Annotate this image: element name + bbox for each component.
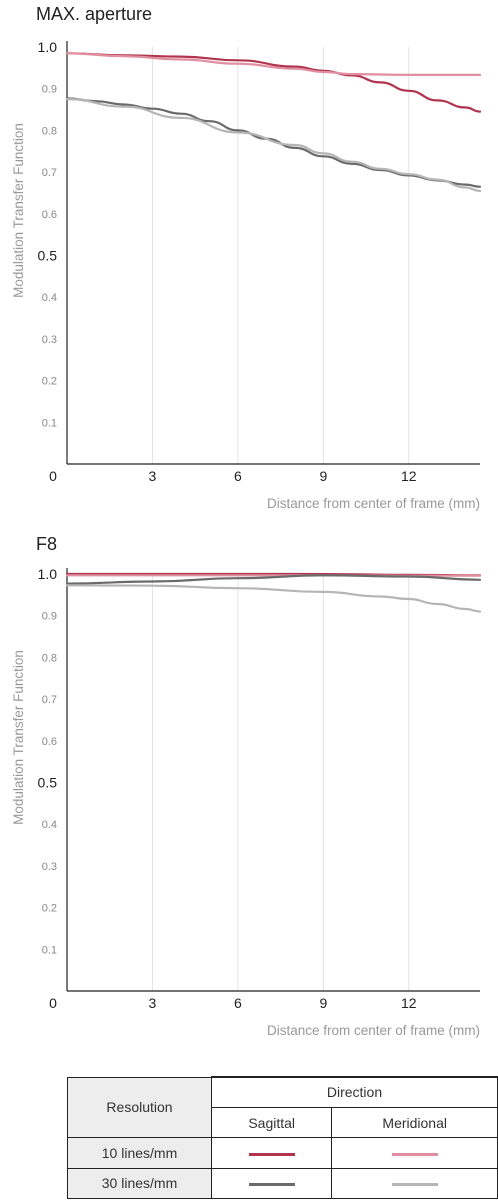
y-tick-label: 0.9 [42, 611, 57, 623]
x-tick-label: 3 [149, 468, 157, 484]
legend-resolution-header: Resolution [67, 1076, 212, 1139]
y-tick-label: 0.8 [42, 652, 57, 664]
y-axis-label: Modulation Transfer Function [11, 650, 26, 825]
y-tick-label: 0.7 [42, 167, 57, 179]
y-tick-label: 0.6 [42, 736, 57, 748]
y-tick-label: 0.2 [42, 376, 57, 388]
swatch-mer-10 [391, 1152, 438, 1156]
x-tick-label: 6 [234, 995, 242, 1011]
series-line-1 [65, 52, 482, 76]
y-tick-label: 1.0 [38, 39, 58, 55]
series-line-0 [65, 52, 482, 113]
legend-direction-header: Direction [211, 1075, 498, 1108]
series-line-3 [65, 584, 482, 613]
swatch-sag-10 [248, 1152, 295, 1156]
mtf-chart-f8: 1.0 0.9 0.8 0.7 0.6 0.5 0.4 0.3 0.2 0.1 0 3 6 9 12 Dist… [11, 566, 482, 1038]
legend-row-10: 10 lines/mm [67, 1137, 498, 1169]
x-axis-label: Distance from center of frame (mm) [267, 1023, 480, 1038]
y-tick-label: 0.7 [42, 694, 57, 706]
x-tick-label: 9 [319, 468, 327, 484]
x-tick-label: 0 [49, 468, 57, 484]
legend-row-10-label: 10 lines/mm [67, 1137, 212, 1169]
swatch-mer-30 [391, 1183, 438, 1187]
legend-row-30-label: 30 lines/mm [67, 1167, 212, 1200]
y-tick-label: 0.2 [42, 903, 57, 915]
y-tick-label: 0.8 [42, 125, 57, 137]
y-axis-label: Modulation Transfer Function [11, 123, 26, 298]
y-tick-label: 0.3 [42, 334, 57, 346]
series-line-2 [65, 574, 482, 585]
legend-sagittal-header: Sagittal [210, 1106, 333, 1139]
y-tick-label: 0.6 [42, 209, 57, 221]
y-tick-label: 1.0 [38, 566, 58, 582]
y-tick-label: 0.5 [38, 248, 58, 264]
y-tick-label: 0.4 [42, 819, 57, 831]
legend-row-30: 30 lines/mm [67, 1167, 498, 1200]
x-tick-label: 6 [234, 468, 242, 484]
legend-table: Resolution Direction Sagittal Meridional… [67, 1075, 498, 1200]
y-tick-label: 0.5 [38, 775, 58, 791]
y-tick-label: 0.4 [42, 292, 57, 304]
x-tick-label: 3 [149, 995, 157, 1011]
x-tick-label: 12 [401, 468, 417, 484]
series-line-3 [65, 98, 482, 192]
y-tick-label: 0.3 [42, 861, 57, 873]
y-tick-label: 0.9 [42, 84, 57, 96]
y-tick-label: 0.1 [42, 417, 57, 429]
legend-meridional-header: Meridional [331, 1106, 498, 1139]
x-tick-label: 9 [319, 995, 327, 1011]
x-axis-label: Distance from center of frame (mm) [267, 496, 480, 511]
chart-title-max-aperture: MAX. aperture [36, 4, 153, 24]
swatch-sag-30 [248, 1183, 295, 1187]
y-tick-label: 0.1 [42, 944, 57, 956]
x-tick-label: 12 [401, 995, 417, 1011]
x-tick-label: 0 [49, 995, 57, 1011]
chart-title-f8: F8 [36, 534, 58, 554]
mtf-chart-max-aperture: 1.0 0.9 0.8 0.7 0.6 0.5 0.4 0.3 0.2 0.1 0 3 6 9 12 Dist… [11, 39, 482, 511]
